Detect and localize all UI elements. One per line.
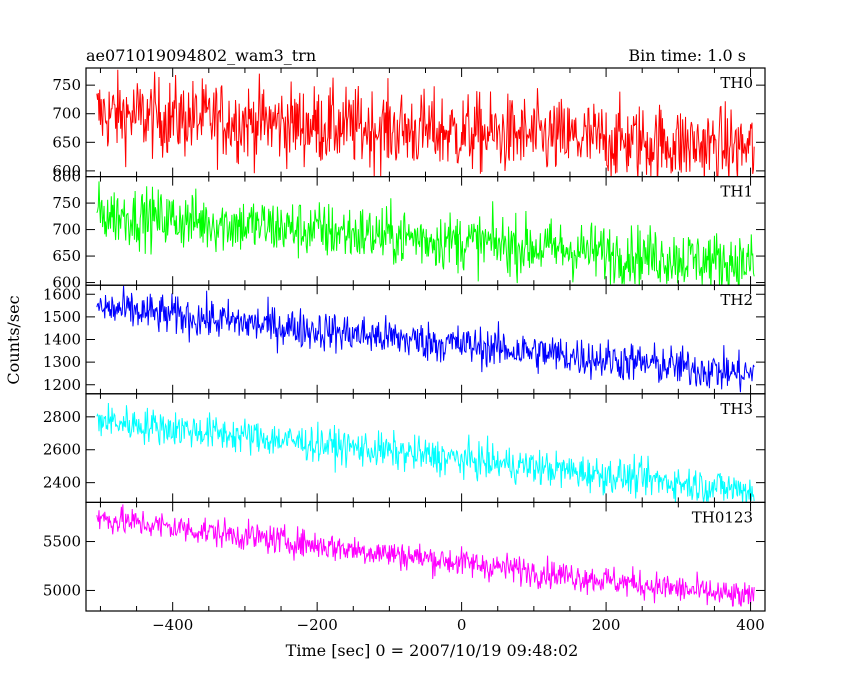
x-tick-label: 0 [457, 616, 467, 634]
y-tick-label: 1300 [43, 353, 81, 371]
panel-th0: 600 650 700 750 TH0 [52, 67, 766, 180]
series-th0123 [96, 504, 755, 607]
y-tick-label: 750 [52, 194, 81, 212]
series-th0 [96, 69, 755, 177]
panel-name-label: TH3 [720, 400, 753, 418]
y-tick-label: 600 [52, 162, 81, 180]
y-tick-label: 700 [52, 105, 81, 123]
panel-th1: 600 650 700 750 800 TH1 [52, 168, 766, 292]
panel-name-label: TH0123 [692, 508, 753, 526]
y-tick-label: 2400 [43, 474, 81, 492]
figure-title: ae071019094802_wam3_trn [86, 46, 316, 65]
panel-name-label: TH1 [720, 183, 753, 201]
y-tick-label: 5500 [43, 533, 81, 551]
x-tick-label: −400 [152, 616, 193, 634]
y-tick-label: 2600 [43, 441, 81, 459]
panel-frame [85, 176, 766, 286]
y-tick-label: 600 [52, 274, 81, 292]
y-tick-label: 1400 [43, 331, 81, 349]
y-tick-label: 800 [52, 168, 81, 186]
y-tick-label: 1200 [43, 376, 81, 394]
y-tick-label: 650 [52, 247, 81, 265]
y-tick-label: 1500 [43, 308, 81, 326]
y-tick-label: 2800 [43, 408, 81, 426]
y-tick-label: 650 [52, 133, 81, 151]
bin-time-label: Bin time: 1.0 s [628, 46, 746, 65]
panel-name-label: TH0 [720, 74, 753, 92]
y-tick-label: 1600 [43, 285, 81, 303]
x-tick-label: 200 [592, 616, 621, 634]
y-tick-label: 750 [52, 76, 81, 94]
panel-name-label: TH2 [720, 291, 753, 309]
panel-th2: 1200 1300 1400 1500 1600 TH2 [43, 284, 766, 395]
panels-group: 600 650 700 750 TH0 600 650 700 750 800 TH1 1200 130… [43, 67, 766, 634]
series-th2 [96, 285, 755, 393]
x-tick-label: 400 [736, 616, 765, 634]
series-th3 [96, 403, 755, 503]
panel-frame [85, 284, 766, 395]
y-axis-label: Counts/sec [4, 295, 23, 384]
series-th1 [96, 181, 755, 286]
y-tick-label: 700 [52, 221, 81, 239]
x-axis-label: Time [sec] 0 = 2007/10/19 09:48:02 [286, 641, 579, 660]
panel-th3: 2400 2600 2800 TH3 [43, 393, 766, 503]
x-tick-label: −200 [297, 616, 338, 634]
y-tick-label: 5000 [43, 581, 81, 599]
panel-th0123: 5000 5500 TH0123 [43, 501, 766, 612]
